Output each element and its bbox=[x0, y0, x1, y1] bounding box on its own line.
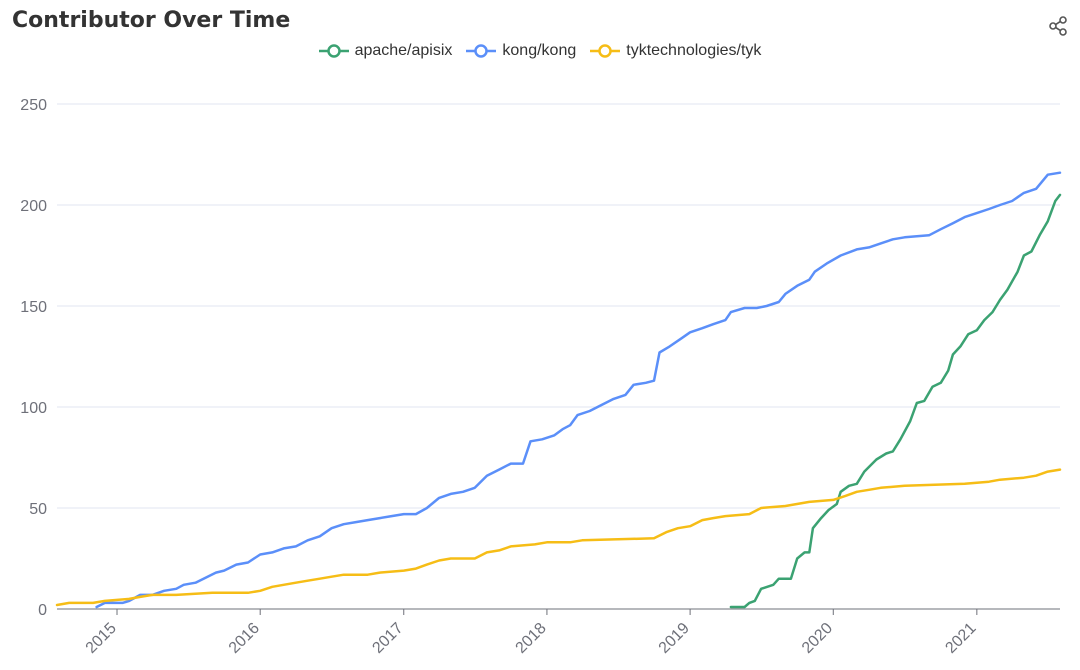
share-icon[interactable] bbox=[1046, 14, 1070, 38]
legend-item-1[interactable]: kong/kong bbox=[466, 42, 576, 60]
legend-label: kong/kong bbox=[502, 42, 577, 59]
legend-label: apache/apisix bbox=[354, 42, 453, 59]
y-tick-label: 50 bbox=[29, 501, 47, 518]
series-line-1 bbox=[95, 171, 1062, 609]
x-tick-label: 2017 bbox=[369, 620, 406, 657]
y-tick-label: 150 bbox=[20, 299, 47, 316]
legend-item-0[interactable]: apache/apisix bbox=[318, 42, 453, 60]
y-tick-label: 250 bbox=[20, 97, 47, 114]
series-line-0 bbox=[729, 193, 1062, 609]
x-tick-label: 2019 bbox=[656, 620, 693, 657]
x-tick-label: 2021 bbox=[942, 620, 979, 657]
y-tick-label: 100 bbox=[20, 400, 47, 417]
legend: apache/apisix kong/kong tyktechnologies/ty… bbox=[0, 42, 1080, 60]
x-tick-label: 2018 bbox=[513, 620, 550, 657]
legend-marker-icon bbox=[590, 44, 621, 58]
series-line-2 bbox=[55, 468, 1062, 607]
legend-marker-icon bbox=[466, 44, 497, 58]
x-tick-label: 2020 bbox=[799, 620, 836, 657]
x-tick-label: 2016 bbox=[226, 620, 263, 657]
x-tick-label: 2015 bbox=[83, 620, 120, 657]
y-tick-label: 0 bbox=[38, 602, 47, 619]
legend-label: tyktechnologies/tyk bbox=[626, 42, 762, 59]
y-tick-label: 200 bbox=[20, 198, 47, 215]
chart-title: Contributor Over Time bbox=[12, 8, 291, 33]
legend-item-2[interactable]: tyktechnologies/tyk bbox=[590, 42, 761, 60]
legend-marker-icon bbox=[318, 44, 349, 58]
